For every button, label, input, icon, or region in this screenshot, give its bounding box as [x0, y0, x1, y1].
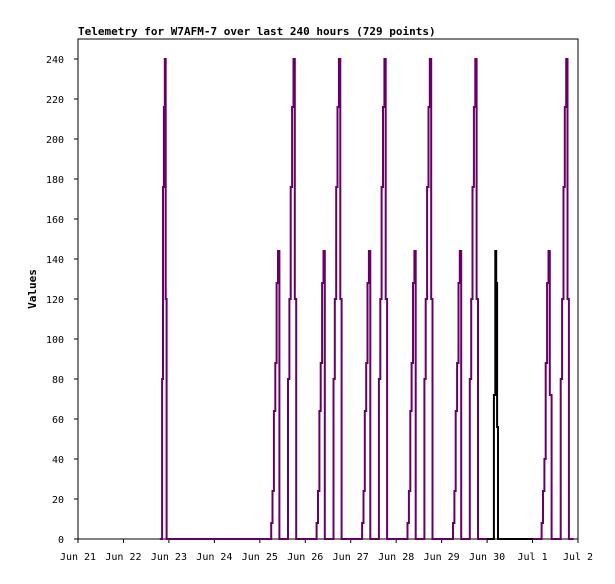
- y-tick-label: 60: [52, 415, 64, 426]
- x-tick-label: Jul 1: [517, 552, 547, 563]
- x-tick-label: Jun 27: [333, 552, 369, 563]
- x-tick-label: Jun 21: [60, 552, 96, 563]
- y-axis-ticks: 0 20 40 60 80 100 120 140 160 180 200 220 240: [46, 55, 78, 546]
- x-tick-label: Jul 2: [563, 552, 593, 563]
- x-tick-label: Jun 22: [105, 552, 141, 563]
- plot-frame: [77, 38, 579, 540]
- series-line-2: [487, 250, 533, 540]
- y-tick-label: 240: [46, 55, 64, 66]
- y-tick-label: 40: [52, 455, 64, 466]
- series-line-3: [532, 58, 574, 540]
- y-tick-label: 0: [58, 535, 64, 546]
- y-tick-label: 200: [46, 135, 64, 146]
- x-tick-label: Jun 25: [242, 552, 278, 563]
- y-tick-label: 120: [46, 295, 64, 306]
- y-tick-label: 220: [46, 95, 64, 106]
- x-tick-label: Jun 24: [196, 552, 232, 563]
- series-layer: [159, 58, 574, 540]
- y-tick-label: 140: [46, 255, 64, 266]
- x-tick-label: Jun 26: [287, 552, 323, 563]
- y-tick-label: 160: [46, 215, 64, 226]
- y-axis-label: Values: [26, 269, 39, 309]
- y-tick-label: 180: [46, 175, 64, 186]
- chart-title: Telemetry for W7AFM-7 over last 240 hour…: [78, 25, 436, 38]
- x-tick-label: Jun 28: [378, 552, 414, 563]
- x-tick-label: Jun 30: [469, 552, 505, 563]
- series-line-1: [159, 58, 488, 540]
- x-tick-label: Jun 29: [424, 552, 460, 563]
- x-axis-ticks: Jun 21 Jun 22 Jun 23 Jun 24 Jun 25 Jun 26 Jun …: [60, 539, 593, 563]
- y-tick-label: 80: [52, 375, 64, 386]
- x-tick-label: Jun 23: [151, 552, 187, 563]
- y-tick-label: 20: [52, 495, 64, 506]
- y-tick-label: 100: [46, 335, 64, 346]
